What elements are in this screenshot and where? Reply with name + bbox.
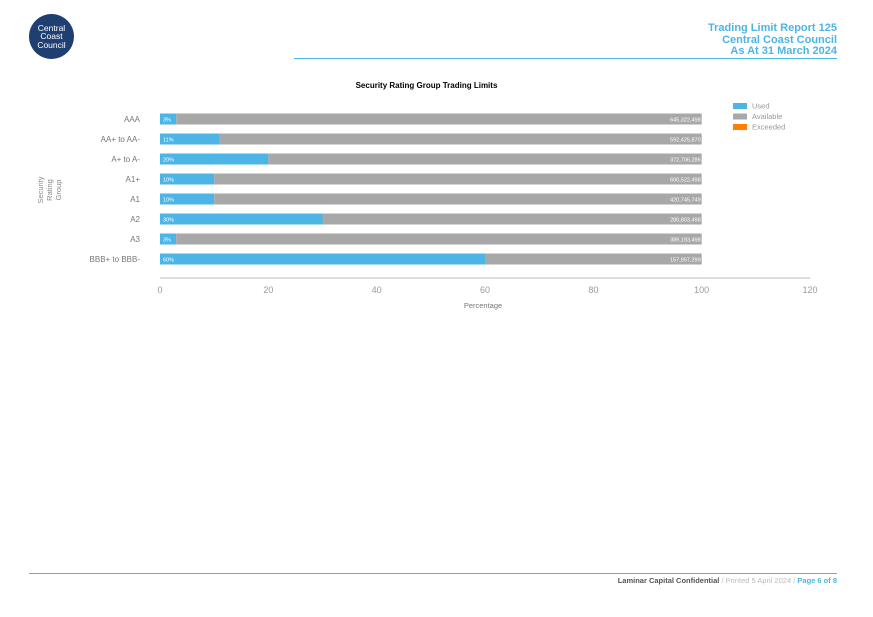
report-date: As At 31 March 2024 [730,45,837,57]
x-tick-label: 60 [480,285,490,295]
legend-label: Exceeded [752,123,785,132]
bar-segment-used [160,133,220,145]
category-label: BBB+ to BBB- [90,255,141,264]
printed-date: Printed 5 April 2024 [725,576,792,585]
available-amount-label: 389,193,498 [670,238,701,244]
legend-label: Available [752,112,782,121]
legend-label: Used [752,102,770,111]
footer-separator: / [791,576,798,585]
category-label: AAA [124,115,141,124]
logo-line: Council [37,39,66,50]
available-amount-label: 592,425,870 [670,138,701,144]
legend-swatch [733,124,747,130]
bar-segment-used [160,153,269,165]
available-amount-label: 600,522,498 [670,178,701,184]
available-amount-label: 157,957,299 [670,258,701,264]
y-axis-title-word: Group [54,180,63,201]
x-tick-label: 0 [157,285,162,295]
bar-segment-used [160,253,485,265]
bar-segment-used [160,233,177,245]
used-percent-label: 30% [163,218,174,224]
used-percent-label: 10% [163,198,174,204]
page-footer: Laminar Capital Confidential / Printed 5… [618,576,837,585]
bar-segment-available [485,253,702,265]
report-header: Trading Limit Report 125 Central Coast C… [708,22,837,58]
y-axis-title-word: Rating [45,179,54,201]
bar-segment-used [160,173,215,185]
logo-line: Central [37,22,66,33]
category-label: A3 [130,235,140,244]
available-amount-label: 645,322,498 [670,118,701,124]
bar-segment-available [268,153,702,165]
footer-divider [29,573,837,574]
available-amount-label: 280,803,498 [670,218,701,224]
x-tick-label: 40 [372,285,382,295]
header-divider [294,58,837,59]
x-axis-title: Percentage [464,301,502,310]
report-title: Trading Limit Report 125 [708,22,837,34]
y-axis-title: SecurityRatingGroup [36,176,63,203]
used-percent-label: 20% [163,158,174,164]
bar-segment-available [176,113,702,125]
legend-swatch [733,113,747,120]
bar-segment-available [176,233,702,245]
bar-segment-used [160,113,177,125]
legend-swatch [733,103,747,109]
bar-segment-used [160,193,215,205]
used-percent-label: 3% [163,118,171,124]
bar-segment-available [214,193,702,205]
category-label: A2 [130,215,140,224]
x-tick-label: 120 [802,285,817,295]
used-percent-label: 60% [163,258,174,264]
category-label: A1+ [126,175,141,184]
page-number: Page 6 of 8 [797,576,837,585]
used-percent-label: 11% [163,138,174,144]
x-tick-label: 80 [588,285,598,295]
chart-title: Security Rating Group Trading Limits [355,81,498,90]
bar-segment-available [322,213,702,225]
footer-separator: / [719,576,726,585]
category-label: A1 [130,195,140,204]
category-label: A+ to A- [111,155,140,164]
y-axis-title-word: Security [36,176,45,203]
confidential-label: Laminar Capital Confidential [617,576,720,585]
council-name: Central Coast Council [722,33,837,46]
bar-segment-used [160,213,323,225]
bar-segment-available [214,173,702,185]
used-percent-label: 10% [163,178,174,184]
logo-line: Coast [40,31,63,42]
available-amount-label: 372,706,286 [670,158,701,164]
council-logo: Central Coast Council [29,14,74,59]
available-amount-label: 420,745,749 [670,198,701,204]
category-label: AA+ to AA- [101,135,141,144]
bar-segment-available [219,133,702,145]
x-tick-label: 100 [694,285,709,295]
used-percent-label: 3% [163,238,171,244]
x-tick-label: 20 [263,285,273,295]
